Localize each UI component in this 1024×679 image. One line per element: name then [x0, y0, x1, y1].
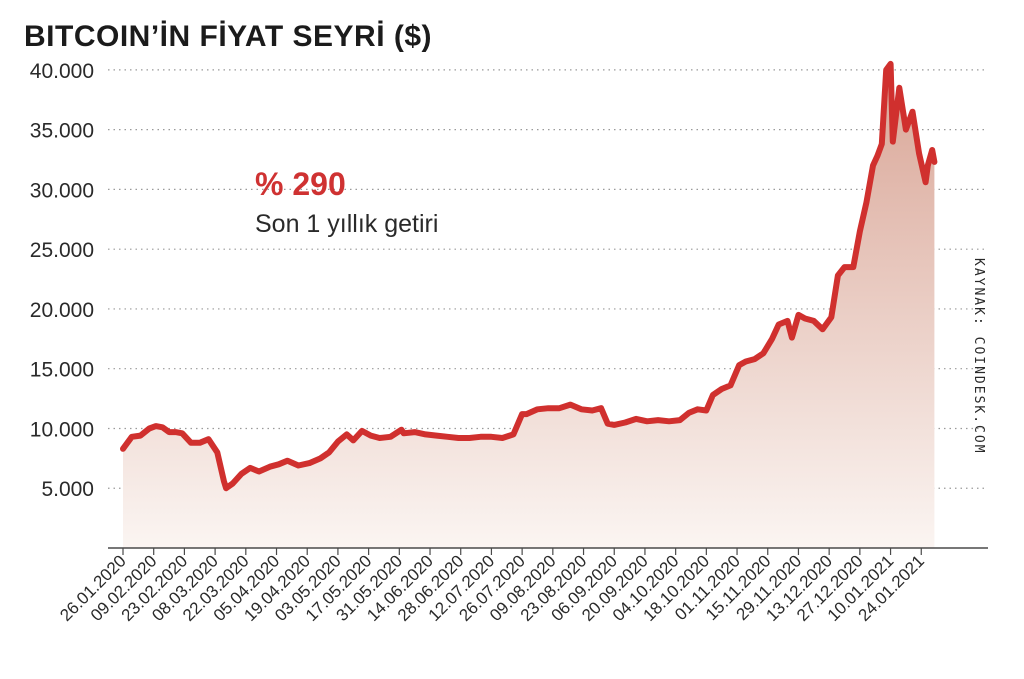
y-axis-labels: 5.000 10.000 15.000 20.000 25.000 30.000 35.00…	[30, 60, 94, 501]
x-axis-ticks	[122, 548, 922, 555]
chart-title: BITCOIN’İN FİYAT SEYRİ ($)	[24, 20, 433, 53]
source-note: KAYNAK: COINDESK.COM	[964, 258, 994, 458]
return-label: Son 1 yıllık getiri	[255, 210, 439, 238]
y-tick-label: 15.000	[30, 359, 94, 382]
y-tick-label: 20.000	[30, 299, 94, 322]
y-tick-label: 40.000	[30, 60, 94, 83]
y-tick-label: 30.000	[30, 179, 94, 202]
price-line	[120, 60, 938, 492]
return-value: % 290	[255, 166, 346, 202]
y-tick-label: 25.000	[30, 239, 94, 262]
price-area	[123, 63, 935, 549]
source-text: KAYNAK: COINDESK.COM	[971, 258, 986, 455]
y-tick-label: 5.000	[41, 478, 94, 501]
y-tick-label: 35.000	[30, 120, 94, 143]
y-tick-label: 10.000	[30, 418, 94, 441]
x-axis-labels: 26.01.202009.02.202023.02.202008.03.2020…	[56, 551, 928, 625]
